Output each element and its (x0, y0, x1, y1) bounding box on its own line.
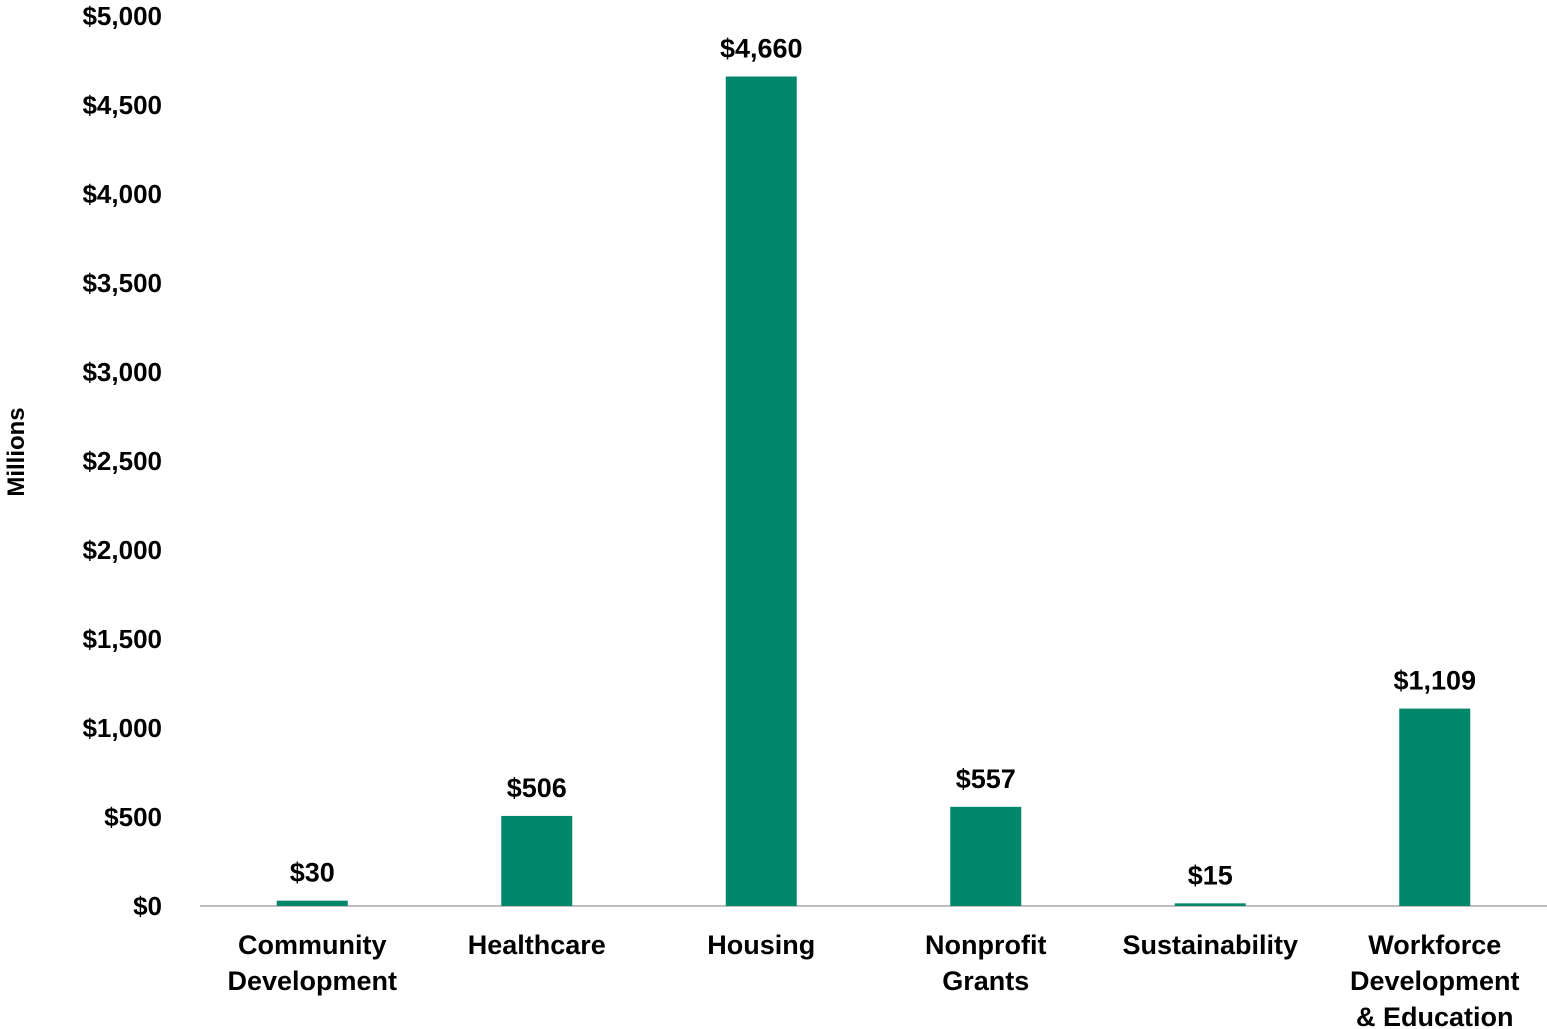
x-category-label: Healthcare (468, 930, 606, 960)
x-category-label: Sustainability (1122, 930, 1298, 960)
bar (950, 806, 1022, 906)
x-category-label: Workforce (1368, 930, 1501, 960)
y-axis-title: Millions (3, 407, 30, 496)
bar (276, 900, 348, 906)
x-category-label: Nonprofit (925, 930, 1046, 960)
x-category-label: Development (1350, 966, 1520, 996)
data-label: $557 (956, 764, 1016, 794)
y-tick-label: $0 (133, 891, 162, 921)
x-category-label: Community (238, 930, 387, 960)
data-label: $506 (507, 773, 567, 803)
y-tick-label: $4,000 (82, 179, 162, 209)
y-tick-label: $4,500 (82, 90, 162, 120)
y-tick-label: $1,000 (82, 713, 162, 743)
data-label: $1,109 (1393, 666, 1476, 696)
x-category-label: Grants (942, 966, 1029, 996)
y-tick-label: $2,000 (82, 535, 162, 565)
data-label: $30 (290, 858, 335, 888)
y-tick-label: $1,500 (82, 624, 162, 654)
bar (501, 815, 573, 906)
data-label: $4,660 (720, 34, 803, 64)
y-tick-label: $2,500 (82, 446, 162, 476)
y-tick-label: $3,000 (82, 357, 162, 387)
x-category-label: Housing (707, 930, 815, 960)
y-tick-label: $500 (104, 802, 162, 832)
x-category-label: Development (227, 966, 397, 996)
data-label: $15 (1188, 860, 1233, 890)
y-tick-label: $5,000 (82, 1, 162, 31)
bar (1399, 708, 1471, 906)
y-tick-label: $3,500 (82, 268, 162, 298)
bar (725, 76, 797, 906)
x-category-label: & Education (1356, 1002, 1514, 1029)
bar (1174, 903, 1246, 906)
